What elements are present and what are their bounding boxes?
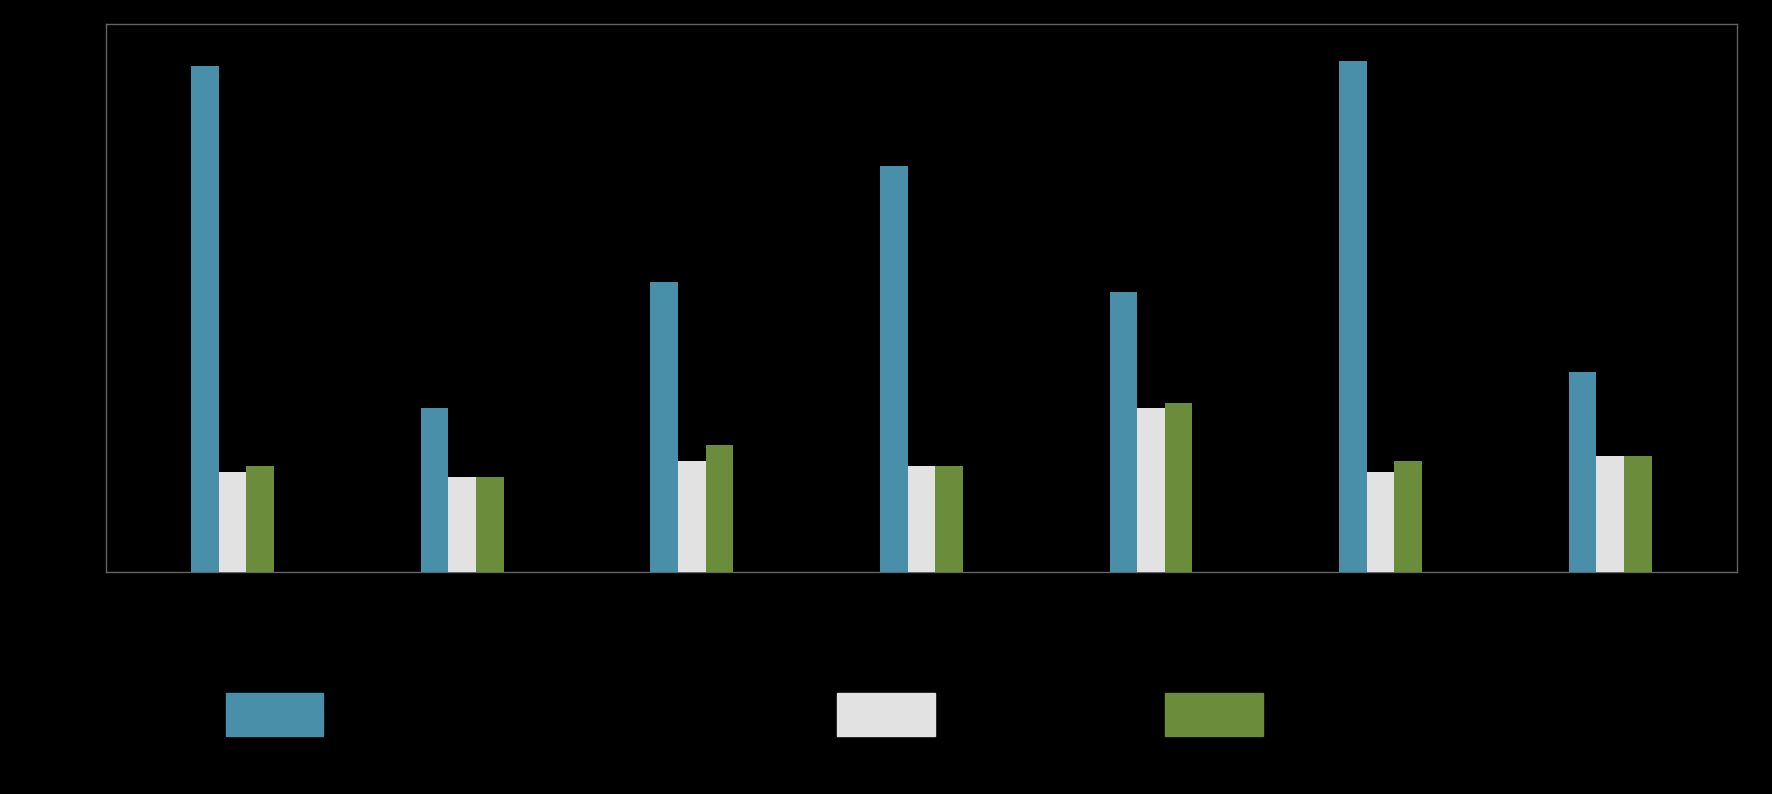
Bar: [1597, 456, 1625, 572]
Bar: [907, 466, 936, 572]
Bar: [650, 282, 679, 572]
Bar: [679, 461, 705, 572]
Bar: [1340, 60, 1366, 572]
Bar: [1109, 292, 1138, 572]
Bar: [705, 445, 734, 572]
Bar: [1366, 472, 1395, 572]
Bar: [448, 477, 477, 572]
Bar: [218, 472, 246, 572]
Bar: [1138, 408, 1164, 572]
Bar: [881, 166, 907, 572]
Bar: [1625, 456, 1652, 572]
Bar: [477, 477, 503, 572]
Bar: [936, 466, 962, 572]
Bar: [191, 66, 218, 572]
Bar: [1395, 461, 1421, 572]
Bar: [422, 408, 448, 572]
Bar: [1568, 372, 1597, 572]
Bar: [1164, 403, 1193, 572]
Bar: [246, 466, 275, 572]
